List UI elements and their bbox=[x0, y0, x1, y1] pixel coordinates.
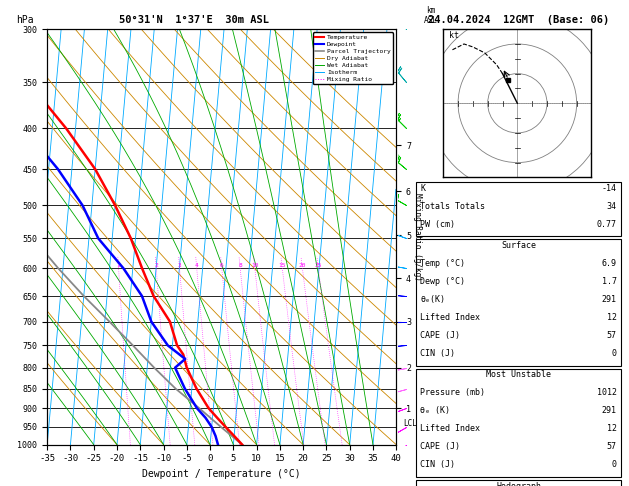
Text: CAPE (J): CAPE (J) bbox=[421, 331, 460, 340]
Text: 10: 10 bbox=[251, 263, 259, 268]
Text: 24.04.2024  12GMT  (Base: 06): 24.04.2024 12GMT (Base: 06) bbox=[428, 15, 610, 25]
Text: kt: kt bbox=[449, 31, 459, 40]
Text: K: K bbox=[421, 184, 425, 193]
Text: 6: 6 bbox=[220, 263, 224, 268]
Text: 0: 0 bbox=[612, 349, 617, 358]
Text: 8: 8 bbox=[238, 263, 242, 268]
Text: Dewp (°C): Dewp (°C) bbox=[421, 277, 465, 286]
Text: 15: 15 bbox=[279, 263, 286, 268]
Text: 1.7: 1.7 bbox=[602, 277, 617, 286]
Text: 2: 2 bbox=[154, 263, 158, 268]
Text: 4: 4 bbox=[195, 263, 199, 268]
Text: 20: 20 bbox=[299, 263, 306, 268]
Text: 3: 3 bbox=[178, 263, 182, 268]
Y-axis label: Mixing Ratio (g/kg): Mixing Ratio (g/kg) bbox=[413, 193, 422, 281]
Text: 57: 57 bbox=[607, 331, 617, 340]
Text: Lifted Index: Lifted Index bbox=[421, 424, 481, 434]
Text: 0.77: 0.77 bbox=[597, 220, 617, 229]
Text: Surface: Surface bbox=[501, 241, 536, 250]
Text: 34: 34 bbox=[607, 202, 617, 211]
Text: CIN (J): CIN (J) bbox=[421, 349, 455, 358]
Text: 12: 12 bbox=[607, 313, 617, 322]
Legend: Temperature, Dewpoint, Parcel Trajectory, Dry Adiabat, Wet Adiabat, Isotherm, Mi: Temperature, Dewpoint, Parcel Trajectory… bbox=[313, 32, 393, 84]
Text: 291: 291 bbox=[602, 406, 617, 416]
Text: Most Unstable: Most Unstable bbox=[486, 370, 551, 379]
Text: CIN (J): CIN (J) bbox=[421, 460, 455, 469]
Text: hPa: hPa bbox=[16, 15, 33, 25]
Text: 1: 1 bbox=[117, 263, 121, 268]
Text: 0: 0 bbox=[612, 460, 617, 469]
Text: PW (cm): PW (cm) bbox=[421, 220, 455, 229]
Text: Totals Totals: Totals Totals bbox=[421, 202, 486, 211]
Text: 25: 25 bbox=[314, 263, 322, 268]
Text: 50°31'N  1°37'E  30m ASL: 50°31'N 1°37'E 30m ASL bbox=[119, 15, 269, 25]
Text: 12: 12 bbox=[607, 424, 617, 434]
Bar bbox=[416, 480, 621, 486]
Text: 6.9: 6.9 bbox=[602, 259, 617, 268]
Text: 57: 57 bbox=[607, 442, 617, 451]
Text: Pressure (mb): Pressure (mb) bbox=[421, 388, 486, 398]
Bar bbox=[416, 182, 621, 236]
X-axis label: Dewpoint / Temperature (°C): Dewpoint / Temperature (°C) bbox=[142, 469, 301, 479]
Bar bbox=[416, 369, 621, 477]
Bar bbox=[416, 240, 621, 365]
Text: θₑ (K): θₑ (K) bbox=[421, 406, 450, 416]
Text: Lifted Index: Lifted Index bbox=[421, 313, 481, 322]
Text: km
ASL: km ASL bbox=[424, 6, 438, 25]
Text: Hodograph: Hodograph bbox=[496, 482, 541, 486]
Text: 1012: 1012 bbox=[597, 388, 617, 398]
Text: 291: 291 bbox=[602, 295, 617, 304]
Text: LCL: LCL bbox=[403, 419, 417, 428]
Text: θₑ(K): θₑ(K) bbox=[421, 295, 445, 304]
Text: CAPE (J): CAPE (J) bbox=[421, 442, 460, 451]
Text: -14: -14 bbox=[602, 184, 617, 193]
Text: Temp (°C): Temp (°C) bbox=[421, 259, 465, 268]
